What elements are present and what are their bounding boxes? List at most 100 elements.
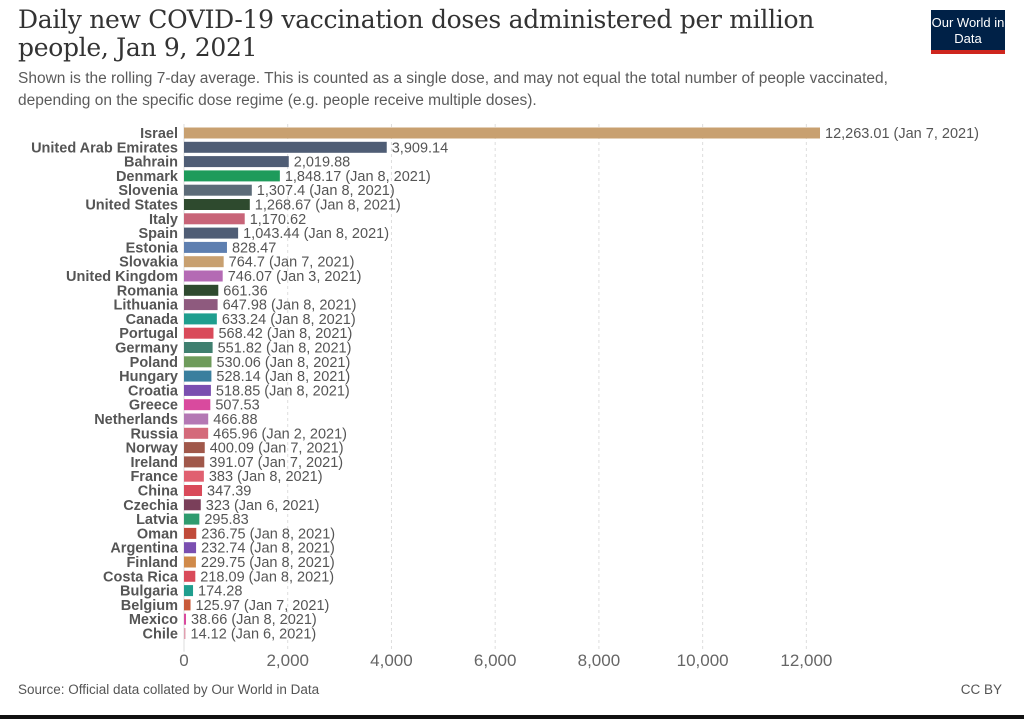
- value-label: 14.12 (Jan 6, 2021): [191, 627, 317, 643]
- value-label: 2,019.88: [294, 155, 350, 171]
- x-tick-label: 6,000: [474, 651, 517, 670]
- value-label: 518.85 (Jan 8, 2021): [216, 383, 350, 399]
- bar-czechia: [184, 499, 201, 511]
- category-label: Spain: [139, 226, 178, 242]
- bar-united-states: [184, 199, 250, 210]
- value-label: 568.42 (Jan 8, 2021): [218, 326, 352, 342]
- bar-italy: [184, 213, 245, 225]
- bar-finland: [184, 556, 196, 568]
- category-label: Croatia: [128, 383, 179, 399]
- category-label: Canada: [126, 312, 179, 328]
- license-link[interactable]: CC BY: [960, 682, 1002, 697]
- category-label: Netherlands: [94, 412, 178, 428]
- x-tick-label: 12,000: [780, 651, 832, 670]
- category-label: Israel: [140, 126, 178, 142]
- value-label: 1,848.17 (Jan 8, 2021): [285, 169, 431, 185]
- owid-logo[interactable]: Our World in Data: [931, 10, 1005, 54]
- value-label: 218.09 (Jan 8, 2021): [200, 569, 334, 585]
- category-label: Portugal: [119, 326, 178, 342]
- category-label: Finland: [126, 555, 178, 571]
- category-label: Czechia: [123, 498, 179, 514]
- value-label: 466.88: [213, 412, 257, 428]
- category-label: Oman: [137, 526, 178, 542]
- category-label: United Arab Emirates: [31, 140, 178, 156]
- value-label: 530.06 (Jan 8, 2021): [216, 355, 350, 371]
- value-label: 229.75 (Jan 8, 2021): [201, 555, 335, 571]
- category-label: Greece: [129, 398, 178, 414]
- value-label: 347.39: [207, 484, 251, 500]
- value-label: 647.98 (Jan 8, 2021): [223, 298, 357, 314]
- value-label: 633.24 (Jan 8, 2021): [222, 312, 356, 328]
- value-label: 1,268.67 (Jan 8, 2021): [255, 198, 401, 214]
- category-label: Bulgaria: [120, 584, 179, 600]
- category-label: Hungary: [119, 369, 178, 385]
- value-label: 661.36: [223, 283, 267, 299]
- bar-spain: [184, 227, 239, 239]
- category-label: United Kingdom: [66, 269, 178, 285]
- bar-lithuania: [184, 299, 218, 311]
- logo-accent-bar: [931, 50, 1005, 54]
- category-label: Denmark: [116, 169, 179, 185]
- x-tick-label: 4,000: [370, 651, 413, 670]
- category-label: Russia: [130, 426, 178, 442]
- bar-costa-rica: [184, 570, 196, 582]
- value-label: 391.07 (Jan 7, 2021): [209, 455, 343, 471]
- category-label: Mexico: [129, 612, 178, 628]
- bar-latvia: [184, 513, 200, 525]
- value-label: 528.14 (Jan 8, 2021): [216, 369, 350, 385]
- bar-canada: [184, 313, 217, 325]
- category-label: Ireland: [130, 455, 178, 471]
- x-tick-label: 8,000: [578, 651, 621, 670]
- bar-israel: [184, 127, 820, 139]
- value-label: 828.47: [232, 240, 276, 256]
- category-label: Latvia: [136, 512, 179, 528]
- value-label: 1,307.4 (Jan 8, 2021): [257, 183, 395, 199]
- bar-china: [184, 485, 203, 496]
- x-tick-label: 2,000: [266, 651, 309, 670]
- value-label: 400.09 (Jan 7, 2021): [210, 441, 344, 457]
- value-label: 12,263.01 (Jan 7, 2021): [825, 126, 979, 142]
- chart-title: Daily new COVID-19 vaccination doses adm…: [18, 5, 815, 62]
- category-label: Lithuania: [114, 298, 179, 314]
- value-label: 3,909.14: [392, 140, 448, 156]
- bottom-divider: [0, 715, 1024, 719]
- category-label: Argentina: [110, 541, 179, 557]
- logo-text: Our World in Data: [931, 15, 1005, 46]
- category-label: Norway: [126, 441, 178, 457]
- bar-belgium: [184, 599, 191, 611]
- category-label: Bahrain: [124, 155, 178, 171]
- bars: [184, 127, 820, 639]
- category-label: Chile: [143, 627, 178, 643]
- bar-romania: [184, 284, 219, 296]
- bar-germany: [184, 342, 213, 353]
- value-label: 383 (Jan 8, 2021): [209, 469, 323, 485]
- value-label: 1,043.44 (Jan 8, 2021): [243, 226, 389, 242]
- bar-russia: [184, 427, 209, 439]
- category-label: Costa Rica: [103, 569, 179, 585]
- bar-chart: Israel 12,263.01 (Jan 7, 2021) United Arab…: [31, 124, 979, 670]
- category-label: China: [138, 484, 179, 500]
- value-label: 125.97 (Jan 7, 2021): [196, 598, 330, 614]
- value-label: 746.07 (Jan 3, 2021): [228, 269, 362, 285]
- x-tick-label: 10,000: [677, 651, 729, 670]
- category-label: Slovakia: [119, 255, 179, 271]
- x-axis: 0 2,000 4,000 6,000 8,000 10,000 12,000: [179, 651, 832, 670]
- category-label: Slovenia: [118, 183, 179, 199]
- bar-oman: [184, 527, 197, 539]
- category-label: Romania: [117, 283, 179, 299]
- value-label: 232.74 (Jan 8, 2021): [201, 541, 335, 557]
- value-label: 551.82 (Jan 8, 2021): [218, 341, 352, 357]
- source-note[interactable]: Source: Official data collated by Our Wo…: [18, 682, 320, 697]
- category-label: Belgium: [121, 598, 178, 614]
- bar-bulgaria: [184, 585, 194, 597]
- category-label: Estonia: [126, 240, 179, 256]
- bar-estonia: [184, 241, 227, 253]
- bar-slovakia: [184, 256, 224, 268]
- bar-poland: [184, 356, 212, 368]
- category-label: France: [130, 469, 178, 485]
- bar-ireland: [184, 456, 205, 468]
- x-tick-label: 0: [179, 651, 188, 670]
- value-label: 236.75 (Jan 8, 2021): [201, 526, 335, 542]
- bar-netherlands: [184, 413, 209, 425]
- bar-bahrain: [184, 156, 289, 168]
